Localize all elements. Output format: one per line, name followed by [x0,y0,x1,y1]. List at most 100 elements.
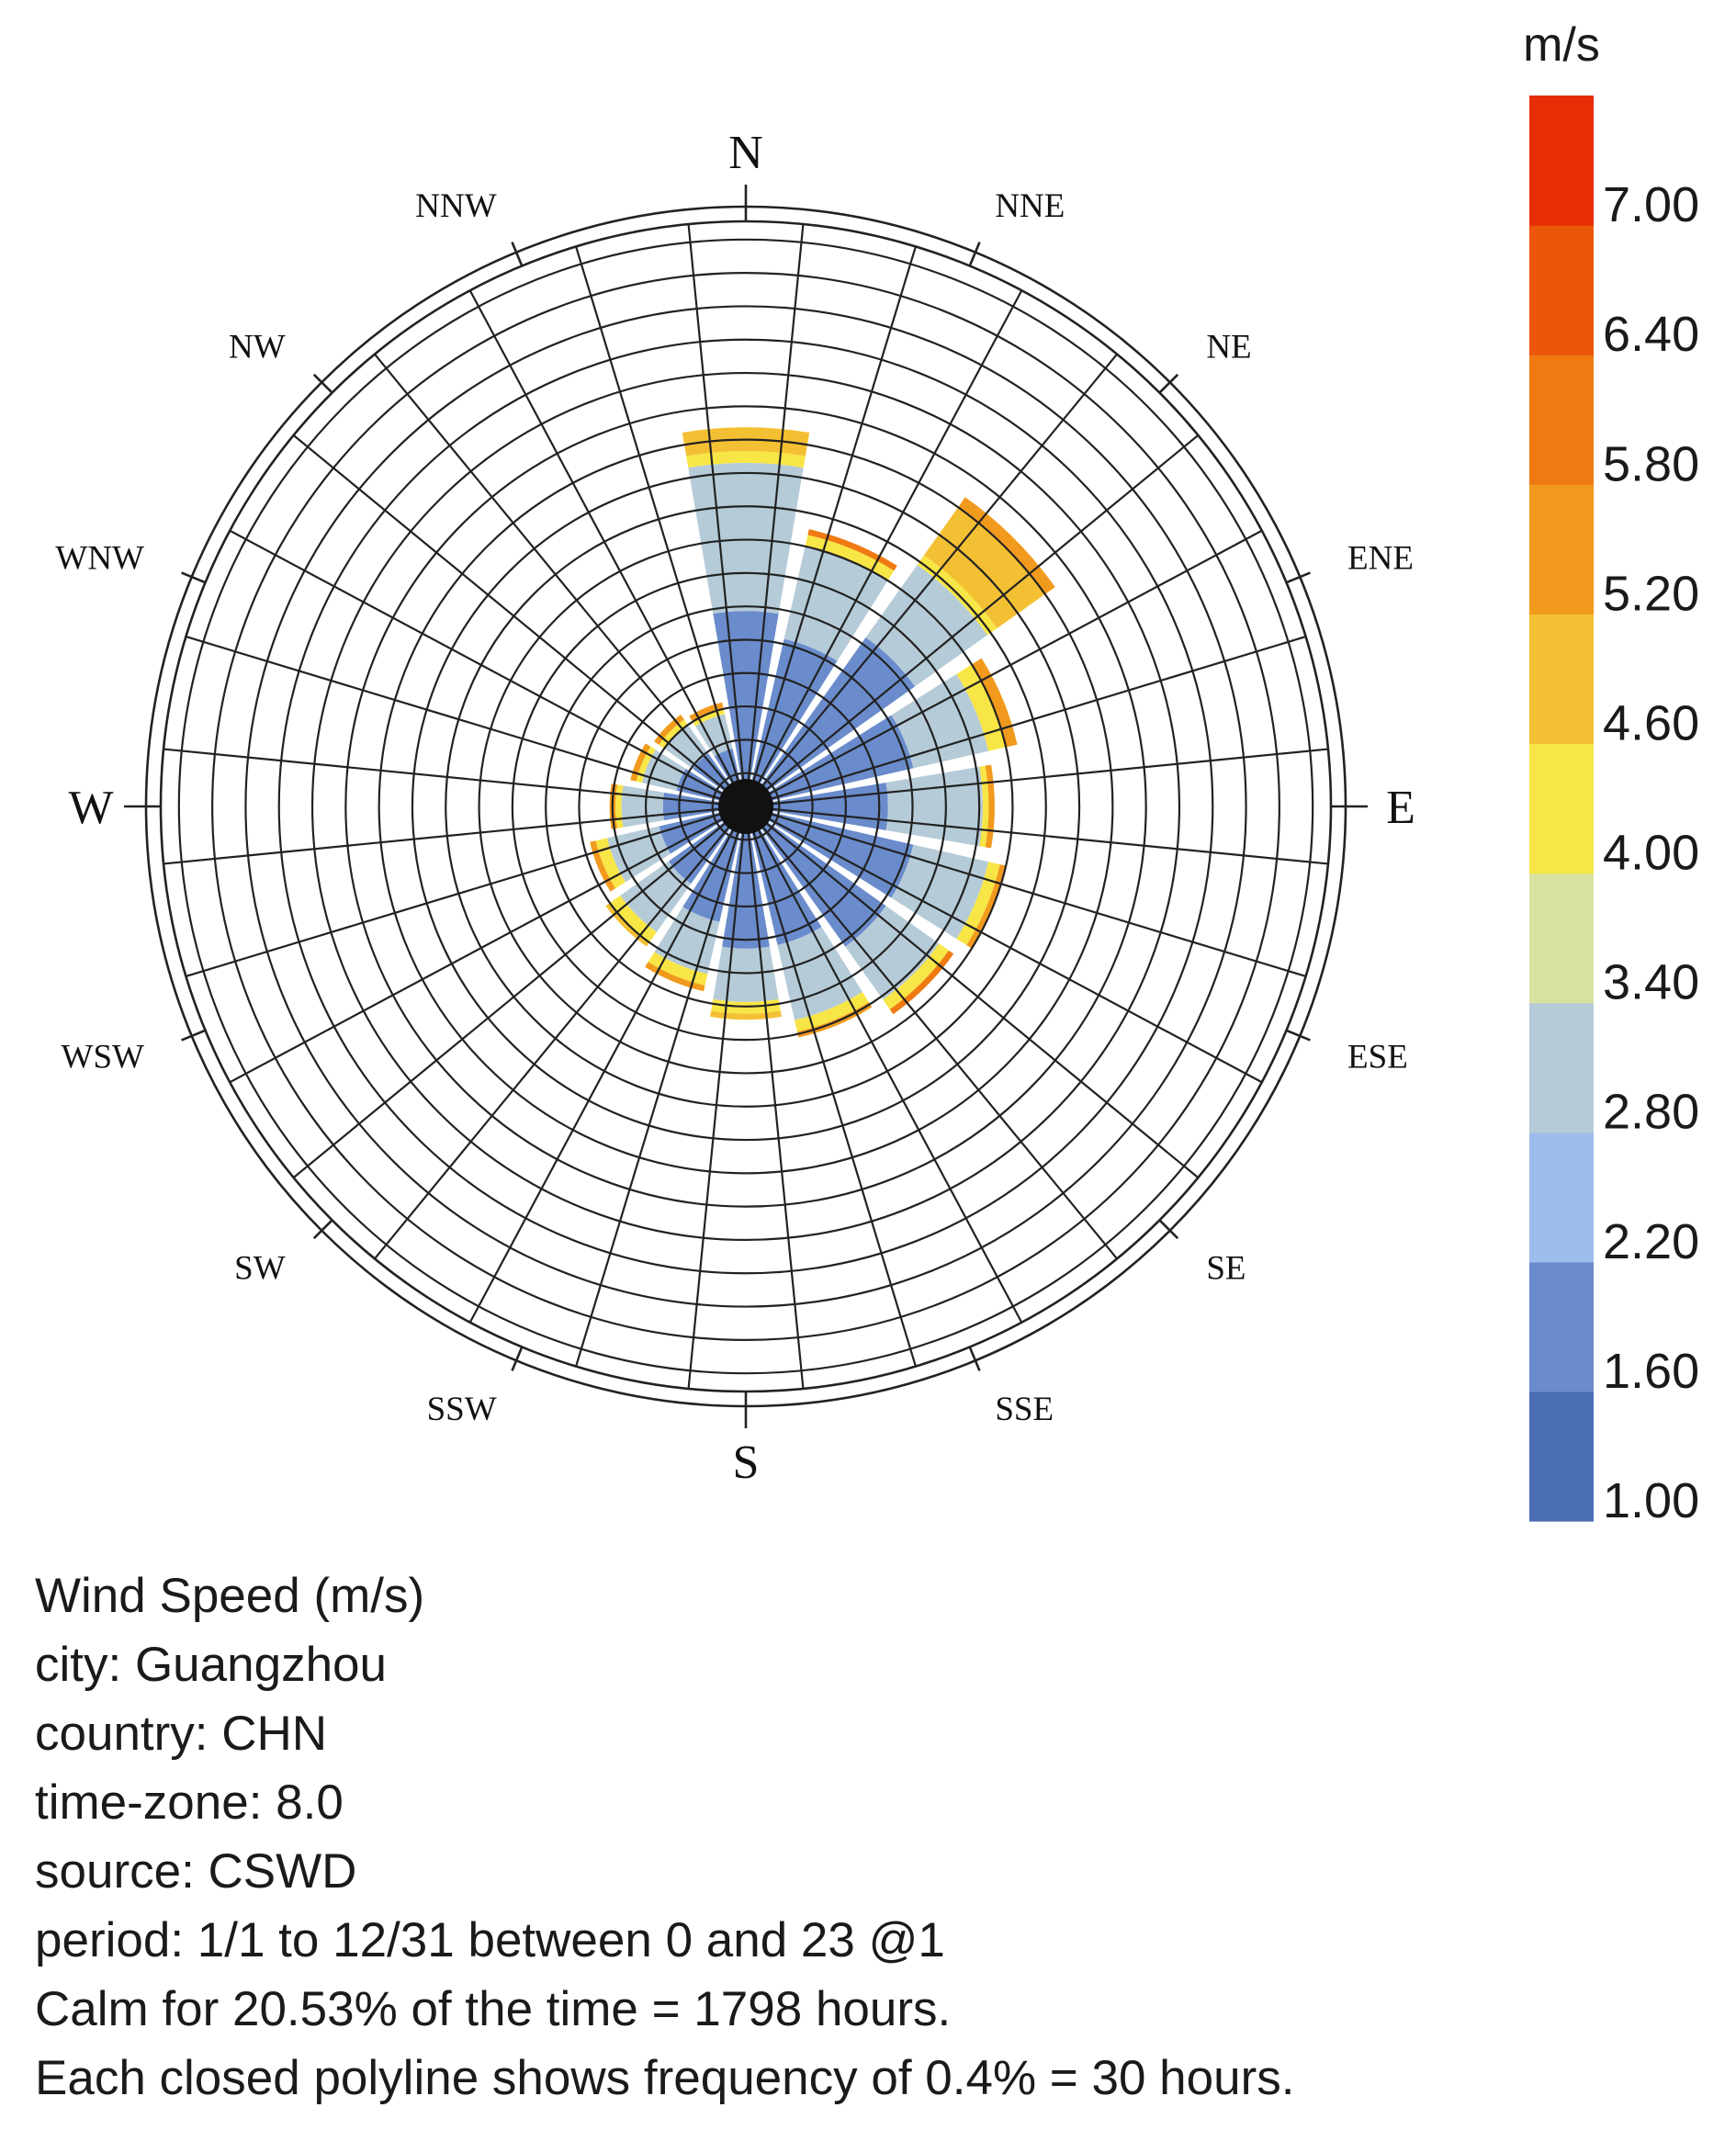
colorbar-tick-label: 7.00 [1603,177,1699,232]
wedge-ssw-band-3 [645,962,705,992]
direction-label-ene: ENE [1347,540,1414,578]
grid-spoke [575,246,745,798]
grid-spoke [754,806,1329,865]
grid-spoke [229,809,738,1084]
grid-spoke [163,748,738,807]
grid-spoke [186,807,738,977]
wedge-ese-band-3 [966,864,1006,949]
wedge-s-band-1 [713,946,779,1002]
direction-tick [1286,571,1311,584]
wedge-s-band-3 [710,1010,782,1020]
grid-spoke [750,353,1118,800]
grid-ring [411,471,1081,1142]
grid-spoke [747,246,917,798]
grid-spoke [186,636,738,806]
direction-tick [968,1347,981,1371]
info-period: period: 1/1 to 12/31 between 0 and 23 @1 [35,1913,945,1967]
direction-label-sw: SW [234,1249,286,1287]
direction-label-se: SE [1206,1249,1246,1287]
colorbar-swatch [1529,1132,1594,1263]
wedge-ssw-band-1 [654,907,720,975]
wedge-ene-band-1 [891,673,989,769]
colorbar-swatch [1529,1391,1594,1522]
wedge-ne-band-4 [958,497,1055,594]
grid-spoke [745,815,805,1390]
direction-label-nnw: NNW [415,187,496,225]
grid-ring [678,738,814,874]
grid-ring [511,571,981,1042]
wedge-nne-band-1 [783,547,888,661]
grid-spoke [747,815,917,1367]
colorbar-tick-label: 5.20 [1603,566,1699,621]
direction-tick [1158,1219,1179,1240]
speed-colorbar: m/s 1.00 1.60 2.20 2.80 3.40 4.00 4.60 5.20 5.80… [1523,18,1699,1528]
direction-tick [1286,1029,1311,1042]
wedge-se-band-1 [845,906,940,1000]
colorbar-tick-label: 3.40 [1603,955,1699,1010]
grid-ring [378,438,1114,1175]
direction-label-n: N [728,127,763,179]
wedge-wsw-band-1 [607,826,671,883]
wedge-sw-band-0 [668,806,746,885]
colorbar-swatch [1529,355,1594,485]
colorbar-tick-label: 5.80 [1603,436,1699,491]
wedge-nnw-band-1 [695,714,733,757]
direction-tick [1158,373,1179,394]
grid-ring [611,671,881,941]
colorbar-swatch [1529,873,1594,1004]
wind-rose-chart: N NNE NE ENE E ESE SE SSE S SSW SW WSW W WNW NW NNW m/s… [55,18,1699,1528]
info-source: source: CSWD [35,1844,357,1899]
grid-spoke [163,806,738,865]
grid-spoke [752,811,1200,1178]
colorbar-tick-label: 4.00 [1603,826,1699,881]
colorbar-swatch [1529,743,1594,874]
grid-ring [711,772,781,841]
colorbar-swatch [1529,484,1594,614]
direction-tick [181,571,206,584]
grid-ring [177,238,1314,1375]
grid-spoke [292,811,739,1178]
colorbar-swatch [1529,614,1594,745]
colorbar-swatch [1529,96,1594,226]
colorbar-swatch [1529,1261,1594,1392]
wedge-sse-band-1 [777,927,862,1020]
direction-label-ne: NE [1206,329,1251,366]
direction-labels: N NNE NE ENE E ESE SE SSE S SSW SW WSW W WNW NW NNW [55,127,1415,1489]
grid-spoke [753,809,1263,1084]
wedge-s-band-0 [722,806,770,949]
direction-tick [312,1219,333,1240]
wedge-e-band-0 [746,783,888,830]
direction-label-wnw: WNW [55,540,144,578]
grid-spoke [687,223,747,798]
info-polyline: Each closed polyline shows frequency of … [35,2051,1295,2105]
grid-ring [445,505,1047,1108]
grid-spoke [753,529,1263,804]
direction-tick [511,242,524,266]
direction-label-ssw: SSW [427,1391,497,1428]
grid-spoke [752,434,1200,802]
grid-spoke [292,434,739,802]
grid-spoke [468,814,743,1324]
colorbar-swatch [1529,1002,1594,1133]
wedge-n-band-1 [688,462,804,614]
grid-spoke [749,814,1023,1324]
wedge-se-band-3 [889,950,954,1015]
wedge-sw-band-1 [620,861,692,932]
grid-ring [277,338,1214,1275]
grid-spoke [374,813,741,1260]
grid-ring [478,538,1014,1075]
direction-label-nw: NW [229,329,286,366]
grid-spoke [749,289,1023,799]
grid-spoke [468,289,743,799]
wedge-ese-band-1 [891,844,989,940]
direction-tick [511,1347,524,1371]
wedge-n-band-3 [682,427,810,456]
direction-tick [312,373,333,394]
wedge-n-band-0 [713,611,779,806]
grid-ring [244,305,1247,1308]
calm-center-dot [718,779,773,834]
direction-tick [968,242,981,266]
info-city: city: Guangzhou [35,1638,388,1692]
info-timezone: time-zone: 8.0 [35,1775,344,1830]
info-calm: Calm for 20.53% of the time = 1798 hours… [35,1982,952,2036]
